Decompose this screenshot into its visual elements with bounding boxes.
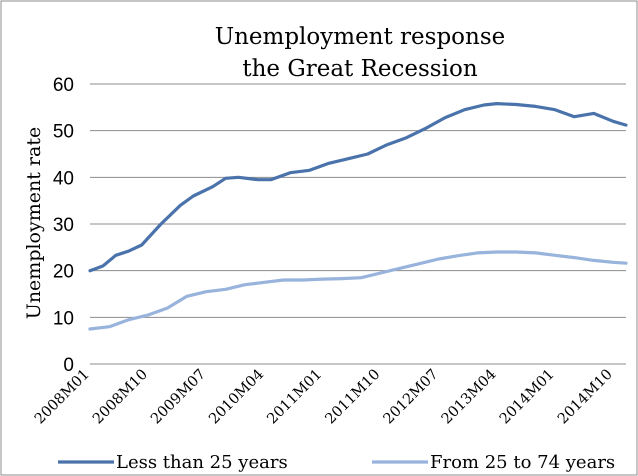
- chart-title-line-1: Unemployment response: [215, 24, 506, 50]
- y-tick-label: 0: [63, 355, 74, 376]
- y-axis-label: Unemployment rate: [23, 127, 45, 319]
- legend-label-0: Less than 25 years: [116, 452, 288, 473]
- y-tick-label: 30: [53, 215, 74, 236]
- legend-label-1: From 25 to 74 years: [430, 452, 615, 473]
- series-lines: [88, 102, 628, 331]
- y-tick-label: 50: [53, 122, 74, 143]
- series-line-1: [88, 250, 628, 331]
- y-tick-label: 20: [53, 262, 74, 283]
- legend: Less than 25 years From 25 to 74 years: [58, 452, 615, 473]
- y-axis-ticks: 0 10 20 30 40 50 60: [53, 75, 74, 376]
- gridlines: [90, 83, 626, 318]
- series-line-0: [88, 102, 628, 273]
- y-tick-label: 60: [53, 75, 74, 96]
- y-tick-label: 40: [53, 168, 74, 189]
- y-tick-label: 10: [53, 308, 74, 329]
- chart-title-line-2: the Great Recession: [242, 56, 477, 82]
